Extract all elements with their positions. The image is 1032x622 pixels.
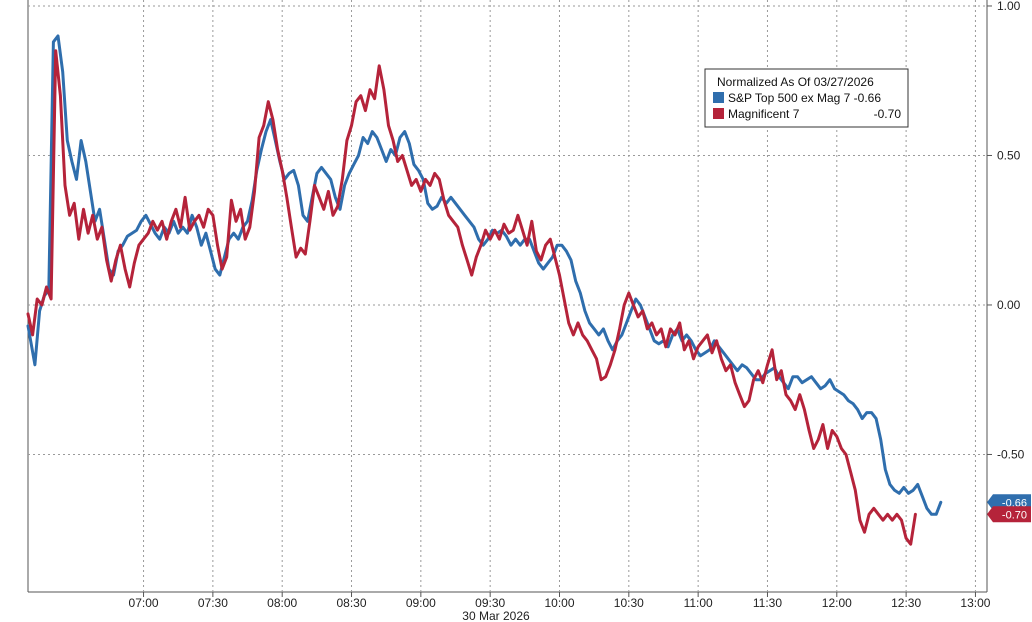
x-axis: 07:00 07:30 08:00 08:30 09:00 09:30 10:00 10:30… xyxy=(129,592,991,610)
x-tick-label: 10:00 xyxy=(544,596,574,610)
legend-label-spx: S&P Top 500 ex Mag 7 -0.66 xyxy=(728,91,881,105)
series-line-magnificent-7 xyxy=(26,49,917,546)
legend-swatch-spx xyxy=(713,92,724,103)
x-tick-label: 08:00 xyxy=(267,596,297,610)
y-tick-label: -0.50 xyxy=(997,447,1025,461)
y-tick-label: 0.00 xyxy=(997,298,1021,312)
legend-title: Normalized As Of 03/27/2026 xyxy=(717,75,874,89)
legend: Normalized As Of 03/27/2026 S&P Top 500 … xyxy=(704,68,909,128)
last-value-text: -0.70 xyxy=(1002,509,1027,521)
series-lines xyxy=(26,34,943,546)
legend-value-mag7: -0.70 xyxy=(874,107,902,121)
date-label: 30 Mar 2026 xyxy=(462,609,530,622)
y-tick-label: 1.00 xyxy=(997,0,1021,13)
legend-swatch-mag7 xyxy=(713,108,724,119)
x-tick-label: 08:30 xyxy=(337,596,367,610)
x-tick-label: 09:30 xyxy=(475,596,505,610)
x-tick-label: 11:30 xyxy=(753,596,782,610)
x-tick-label: 12:00 xyxy=(822,596,852,610)
last-value-tags: -0.66-0.70 xyxy=(987,494,1031,523)
x-tick-label: 11:00 xyxy=(684,596,713,610)
x-tick-label: 10:30 xyxy=(614,596,644,610)
y-axis: 1.00 0.50 0.00 -0.50 xyxy=(987,0,1025,461)
series-line-spx-ex-mag7 xyxy=(26,34,943,516)
legend-label-mag7: Magnificent 7 xyxy=(728,107,800,121)
last-value-tag-mag7: -0.70 xyxy=(987,506,1031,523)
legend-box xyxy=(704,68,909,128)
y-tick-label: 0.50 xyxy=(997,148,1021,162)
x-tick-label: 07:00 xyxy=(129,596,159,610)
x-tick-label: 09:00 xyxy=(406,596,436,610)
x-tick-label: 12:30 xyxy=(891,596,921,610)
x-tick-label: 07:30 xyxy=(198,596,228,610)
x-tick-label: 13:00 xyxy=(960,596,990,610)
